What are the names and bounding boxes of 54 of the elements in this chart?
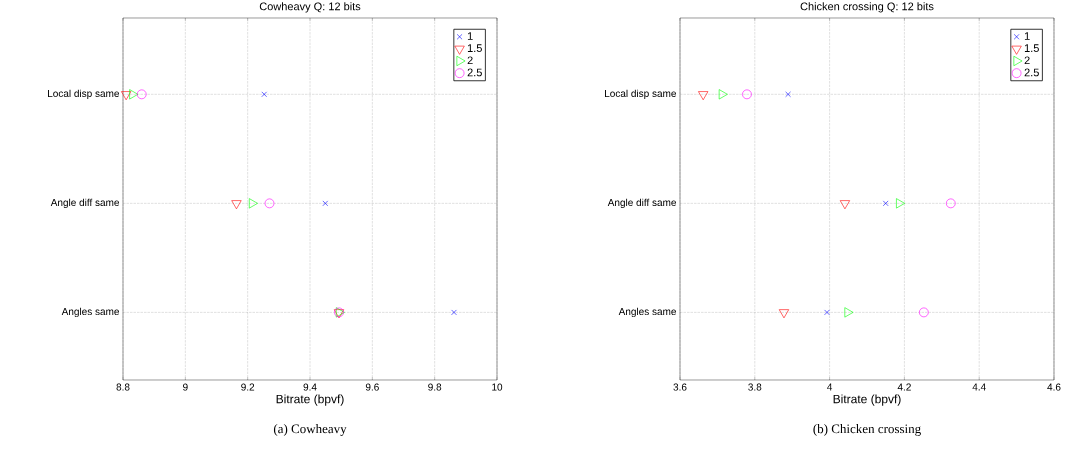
x-axis-title: Bitrate (bpvf)	[833, 394, 901, 406]
point	[844, 307, 854, 318]
legend-label: 1.5	[467, 44, 482, 52]
point	[778, 309, 790, 319]
x-tick-label: 4.6	[1047, 383, 1061, 391]
legend-label: 2.5	[467, 68, 482, 77]
y-tick-label: Local disp same	[605, 89, 676, 99]
point	[919, 307, 929, 318]
x-tick-label: 9.4	[303, 383, 317, 391]
x-tick-label: 4	[827, 383, 833, 391]
point	[261, 91, 267, 98]
y-tick-label: Angles same	[618, 307, 677, 318]
chart-title: Cowheavy Q: 12 bits	[259, 2, 361, 13]
point	[322, 200, 329, 207]
point	[451, 309, 457, 316]
legend-label: 2	[467, 56, 473, 65]
x-tick-label: 9.8	[428, 383, 442, 391]
point	[231, 200, 242, 210]
x-tick-label: 9	[183, 383, 188, 391]
y-tick-label: Angle diff same	[50, 198, 120, 209]
x-tick-label: 4.2	[897, 383, 911, 391]
point	[121, 91, 132, 101]
y-tick-label: Angles same	[61, 307, 120, 318]
legend-label: 1	[467, 32, 473, 40]
point	[785, 91, 791, 98]
point	[882, 200, 889, 207]
legend-label: 2	[1024, 56, 1030, 65]
x-tick-label: 4.4	[972, 383, 986, 391]
x-tick-label: 3.8	[748, 383, 762, 391]
point	[698, 91, 709, 101]
point	[136, 89, 147, 100]
x-tick-label: 8.8	[116, 383, 130, 391]
point	[742, 89, 752, 100]
x-tick-label: 9.2	[241, 383, 255, 391]
x-axis-title: Bitrate (bpvf)	[276, 394, 344, 406]
point	[896, 198, 905, 209]
legend-label: 2.5	[1024, 68, 1039, 77]
point	[824, 309, 830, 316]
point	[945, 198, 956, 209]
point	[129, 89, 139, 100]
x-tick-label: 9.6	[365, 383, 379, 391]
legend-label: 1	[1024, 32, 1030, 40]
chart-title: Chicken crossing Q: 12 bits	[800, 2, 934, 13]
point	[839, 200, 850, 210]
point	[718, 89, 728, 100]
text: (b) Chicken crossing	[813, 424, 921, 436]
x-tick-label: 10	[492, 383, 503, 391]
point	[264, 198, 275, 209]
text: (a) Cowheavy	[273, 424, 347, 436]
legend-label: 1.5	[1024, 44, 1039, 52]
x-tick-label: 3.6	[673, 383, 687, 391]
y-tick-label: Local disp same	[48, 89, 120, 99]
point	[248, 198, 258, 209]
y-tick-label: Angle diff same	[607, 198, 677, 209]
